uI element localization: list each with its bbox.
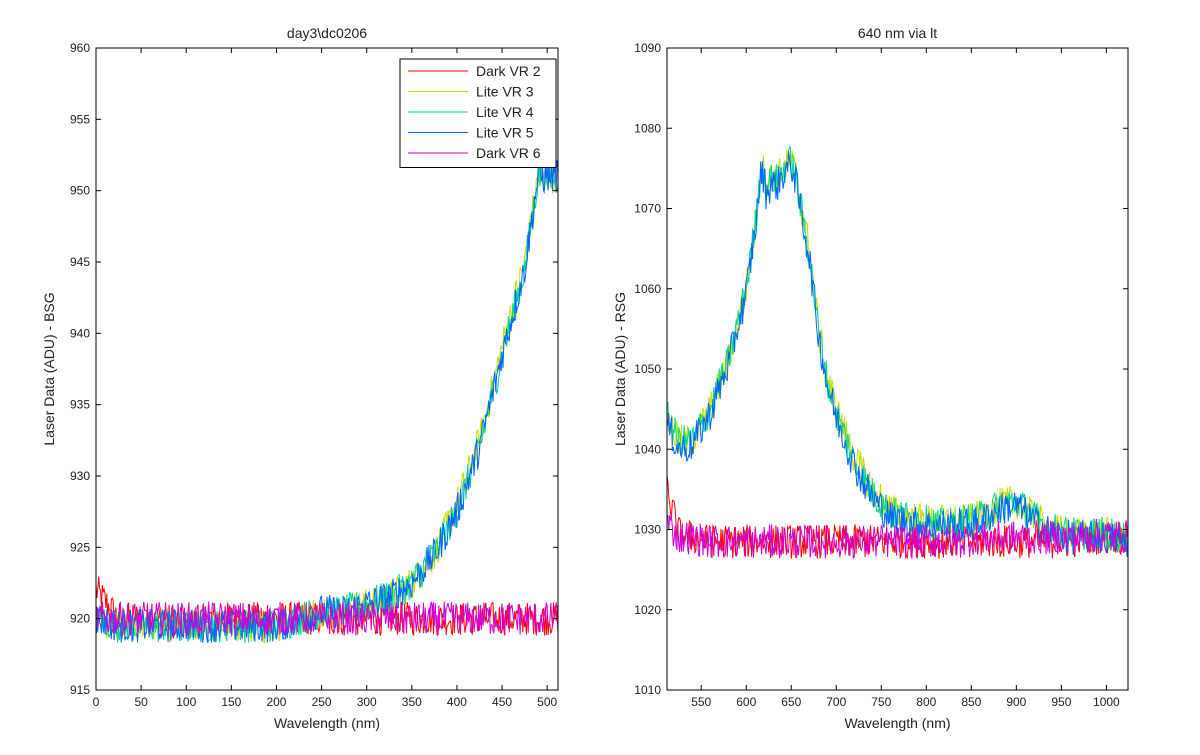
y-tick-label: 1070 — [634, 202, 661, 216]
chart-title: day3\dc0206 — [287, 25, 367, 41]
series-group — [96, 159, 558, 644]
x-tick-label: 850 — [961, 695, 981, 709]
x-tick-label: 0 — [93, 695, 100, 709]
x-tick-label: 800 — [916, 695, 936, 709]
y-tick-label: 1090 — [634, 41, 661, 55]
x-tick-label: 600 — [736, 695, 756, 709]
x-tick-label: 750 — [871, 695, 891, 709]
x-tick-label: 700 — [826, 695, 846, 709]
y-axis-label: Laser Data (ADU) - BSG — [41, 292, 57, 445]
series-line-2 — [667, 149, 1128, 552]
x-tick-label: 300 — [357, 695, 377, 709]
legend-entry: Lite VR 3 — [476, 84, 534, 100]
y-tick-label: 960 — [70, 41, 90, 55]
subplot-1: 0 50 100 150 200 250 300 350 400 450 500 915 920 925 9… — [41, 25, 559, 731]
legend-box — [399, 58, 557, 168]
series-line-4 — [667, 150, 1128, 557]
y-tick-label: 935 — [70, 398, 90, 412]
y-tick-label: 950 — [70, 184, 90, 198]
x-axis-label: Wavelength (nm) — [274, 715, 380, 731]
x-tick-label: 400 — [447, 695, 467, 709]
y-axis-label: Laser Data (ADU) - RSG — [612, 292, 628, 446]
y-tick-label: 925 — [70, 540, 90, 554]
y-tick-label: 955 — [70, 112, 90, 126]
x-tick-label: 100 — [176, 695, 196, 709]
axes-frame — [95, 47, 559, 691]
x-tick-label: 150 — [221, 695, 241, 709]
y-tick-label: 945 — [70, 255, 90, 269]
y-tick-label: 1020 — [634, 603, 661, 617]
series-line-3 — [667, 146, 1128, 554]
series-line-5 — [96, 600, 558, 638]
series-line-4 — [96, 159, 558, 643]
x-tick-label: 650 — [781, 695, 801, 709]
y-tick-label: 920 — [70, 612, 90, 626]
y-tick-label: 1050 — [634, 362, 661, 376]
legend-entry: Dark VR 2 — [476, 63, 541, 79]
series-group — [667, 146, 1128, 560]
legend-entry: Lite VR 5 — [476, 125, 534, 141]
series-line-5 — [667, 514, 1128, 560]
axes-frame — [666, 47, 1129, 691]
y-tick-label: 940 — [70, 326, 90, 340]
y-tick-label: 1080 — [634, 121, 661, 135]
y-tick-label: 915 — [70, 683, 90, 697]
x-tick-label: 950 — [1051, 695, 1071, 709]
x-tick-label: 550 — [691, 695, 711, 709]
subplot-2: 550 600 650 700 750 800 850 900 950 1000 1010 1020 1… — [612, 25, 1129, 731]
x-tick-label: 1000 — [1093, 695, 1120, 709]
x-tick-label: 250 — [312, 695, 332, 709]
y-tick-label: 1030 — [634, 523, 661, 537]
legend-entry: Dark VR 6 — [476, 145, 541, 161]
x-axis-label: Wavelength (nm) — [844, 715, 950, 731]
y-tick-label: 930 — [70, 469, 90, 483]
y-tick-label: 1060 — [634, 282, 661, 296]
x-tick-label: 450 — [492, 695, 512, 709]
chart-title: 640 nm via lt — [858, 25, 937, 41]
y-tick-label: 1010 — [634, 683, 661, 697]
x-tick-label: 900 — [1006, 695, 1026, 709]
x-tick-label: 50 — [134, 695, 148, 709]
legend-entry: Lite VR 4 — [476, 104, 534, 120]
x-tick-label: 350 — [402, 695, 422, 709]
y-tick-label: 1040 — [634, 442, 661, 456]
x-tick-label: 500 — [537, 695, 557, 709]
x-tick-label: 200 — [266, 695, 286, 709]
legend: Dark VR 2 Lite VR 3 Lite VR 4 Lite VR 5 Dark… — [399, 58, 557, 168]
